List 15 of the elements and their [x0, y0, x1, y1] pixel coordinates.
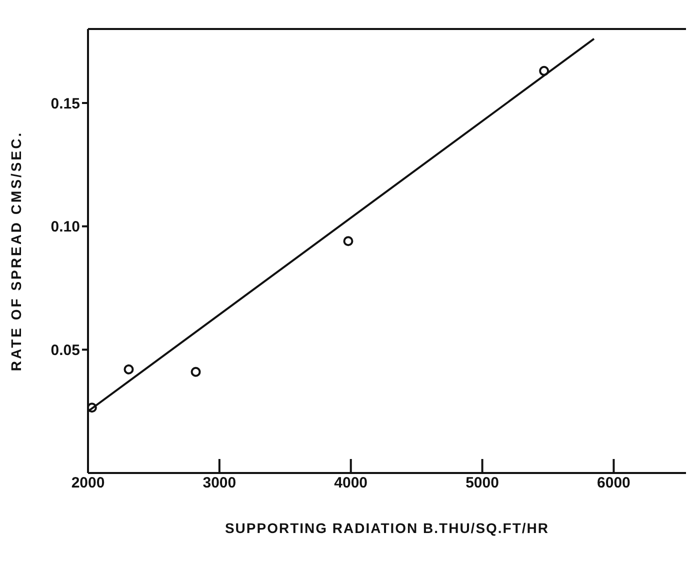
point: [124, 364, 134, 374]
y-tick-label: 0.10: [50, 218, 80, 236]
point: [190, 366, 201, 377]
point: [539, 66, 550, 76]
x-axis-title: SUPPORTING RADIATION B.THU/SQ.FT/HR: [224, 520, 550, 536]
y-tick-label: 0.15: [50, 95, 80, 112]
x-tick-label: 3000: [202, 474, 236, 492]
point: [343, 236, 354, 246]
point: [88, 402, 97, 413]
x-tick-label: 5000: [466, 474, 499, 492]
x-tick-label: 4000: [334, 474, 368, 492]
y-axis-title: RATE OF SPREAD CMS/SEC.: [8, 130, 24, 372]
x-tick-label: 2000: [71, 474, 105, 492]
x-tick-label: 6000: [597, 474, 630, 492]
y-tick-label: 0.05: [50, 342, 80, 359]
